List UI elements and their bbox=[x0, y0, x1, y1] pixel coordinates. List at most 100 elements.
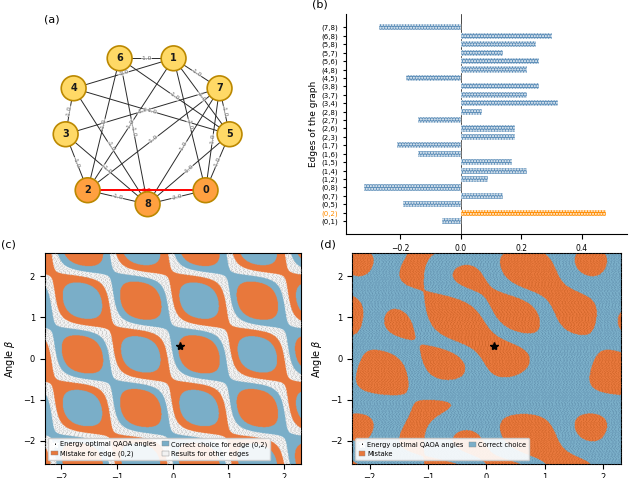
Point bbox=[514, 348, 524, 356]
Point bbox=[365, 377, 375, 385]
Point bbox=[465, 252, 475, 260]
Point bbox=[611, 446, 621, 454]
Point bbox=[575, 292, 586, 299]
Point bbox=[454, 403, 464, 411]
Point bbox=[520, 343, 530, 350]
Point bbox=[380, 300, 390, 307]
Point bbox=[364, 302, 374, 309]
Point bbox=[449, 310, 459, 317]
Point bbox=[556, 429, 566, 436]
Point bbox=[604, 264, 614, 272]
Point bbox=[413, 368, 423, 375]
Point bbox=[446, 281, 456, 289]
Point bbox=[403, 385, 413, 392]
Point bbox=[535, 258, 545, 266]
Point bbox=[428, 408, 438, 416]
Point bbox=[542, 310, 552, 318]
Point bbox=[530, 308, 540, 315]
Point bbox=[470, 399, 480, 407]
Point bbox=[554, 396, 564, 404]
Point bbox=[408, 421, 419, 429]
Point bbox=[428, 250, 438, 258]
Point bbox=[129, 378, 139, 386]
Point bbox=[418, 365, 428, 373]
Point bbox=[463, 293, 474, 301]
Point bbox=[536, 380, 546, 387]
Point bbox=[502, 253, 513, 261]
Point bbox=[420, 406, 430, 414]
Point bbox=[596, 333, 607, 341]
Point bbox=[519, 393, 529, 401]
Point bbox=[446, 274, 456, 282]
Point bbox=[550, 307, 560, 315]
Point bbox=[166, 454, 176, 462]
Point bbox=[489, 457, 499, 465]
Point bbox=[492, 408, 502, 416]
Point bbox=[413, 308, 424, 316]
Point bbox=[577, 449, 588, 457]
Point bbox=[456, 281, 466, 289]
Point bbox=[250, 270, 260, 277]
Point bbox=[420, 418, 431, 426]
Point bbox=[582, 274, 592, 282]
Point bbox=[444, 351, 454, 358]
Point bbox=[493, 444, 504, 451]
Point bbox=[220, 297, 230, 305]
Point bbox=[451, 284, 461, 292]
Point bbox=[424, 433, 434, 440]
Point bbox=[465, 354, 476, 361]
Point bbox=[227, 304, 237, 311]
Point bbox=[535, 447, 545, 455]
Point bbox=[490, 423, 500, 431]
Point bbox=[390, 378, 400, 385]
Point bbox=[475, 262, 485, 270]
Point bbox=[415, 445, 425, 453]
Point bbox=[423, 250, 433, 257]
Point bbox=[423, 372, 433, 380]
Point bbox=[537, 407, 547, 414]
Point bbox=[441, 411, 451, 418]
Point bbox=[380, 417, 390, 425]
Point bbox=[565, 281, 575, 289]
Point bbox=[600, 402, 611, 409]
Point bbox=[527, 280, 537, 287]
Point bbox=[462, 389, 472, 396]
Point bbox=[563, 304, 573, 311]
Point bbox=[522, 460, 532, 467]
Point bbox=[567, 258, 577, 266]
Point bbox=[184, 378, 194, 385]
Point bbox=[596, 440, 607, 448]
Point bbox=[582, 307, 593, 315]
Point bbox=[142, 381, 152, 389]
Point bbox=[476, 275, 486, 282]
Point bbox=[471, 414, 481, 422]
Point bbox=[550, 399, 561, 406]
Point bbox=[503, 268, 513, 275]
Point bbox=[493, 374, 504, 382]
Point bbox=[406, 440, 417, 448]
Point bbox=[54, 262, 65, 270]
Point bbox=[492, 372, 502, 380]
Point bbox=[493, 402, 503, 410]
Point bbox=[532, 447, 542, 455]
Point bbox=[473, 294, 483, 302]
Point bbox=[427, 447, 437, 455]
Point bbox=[402, 327, 412, 335]
Point bbox=[469, 459, 479, 467]
Point bbox=[502, 369, 513, 377]
Point bbox=[451, 407, 461, 415]
Point bbox=[541, 314, 551, 322]
Point bbox=[400, 350, 410, 358]
Point bbox=[467, 457, 477, 465]
Point bbox=[168, 320, 178, 327]
Point bbox=[509, 311, 519, 319]
Point bbox=[416, 426, 426, 434]
Point bbox=[438, 374, 448, 381]
Point bbox=[494, 402, 504, 409]
Point bbox=[470, 293, 480, 301]
Point bbox=[380, 314, 390, 322]
Point bbox=[410, 260, 420, 268]
Point bbox=[59, 266, 69, 273]
Point bbox=[393, 447, 403, 455]
Point bbox=[541, 451, 551, 459]
